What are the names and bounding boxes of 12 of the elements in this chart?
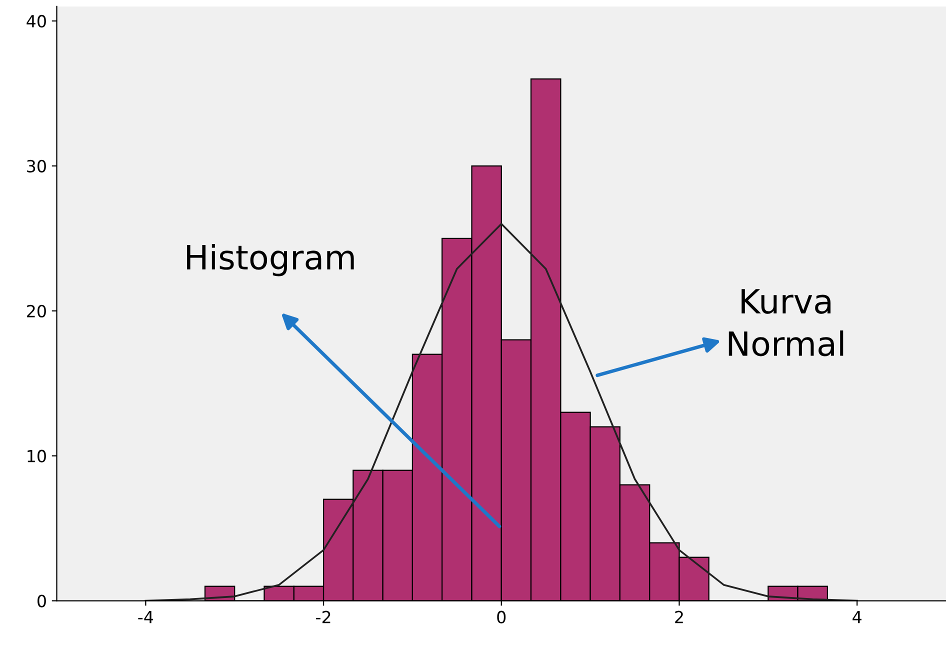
x-tick-label: -4: [138, 611, 154, 624]
y-tick-label: 0: [38, 594, 46, 608]
y-tick-label: 30: [27, 160, 46, 172]
x-tick-label: 4: [852, 611, 862, 624]
x-tick-label: 0: [497, 610, 506, 624]
x-tick-label: 2: [675, 610, 683, 624]
y-tick-label: 20: [27, 304, 46, 318]
x-tick-label: -2: [316, 610, 330, 624]
y-tick-label: 40: [26, 14, 46, 28]
annotation: Histogram: [186, 244, 354, 276]
y-tick-label: 10: [28, 450, 46, 462]
annotation: Kurva Normal: [728, 289, 844, 356]
